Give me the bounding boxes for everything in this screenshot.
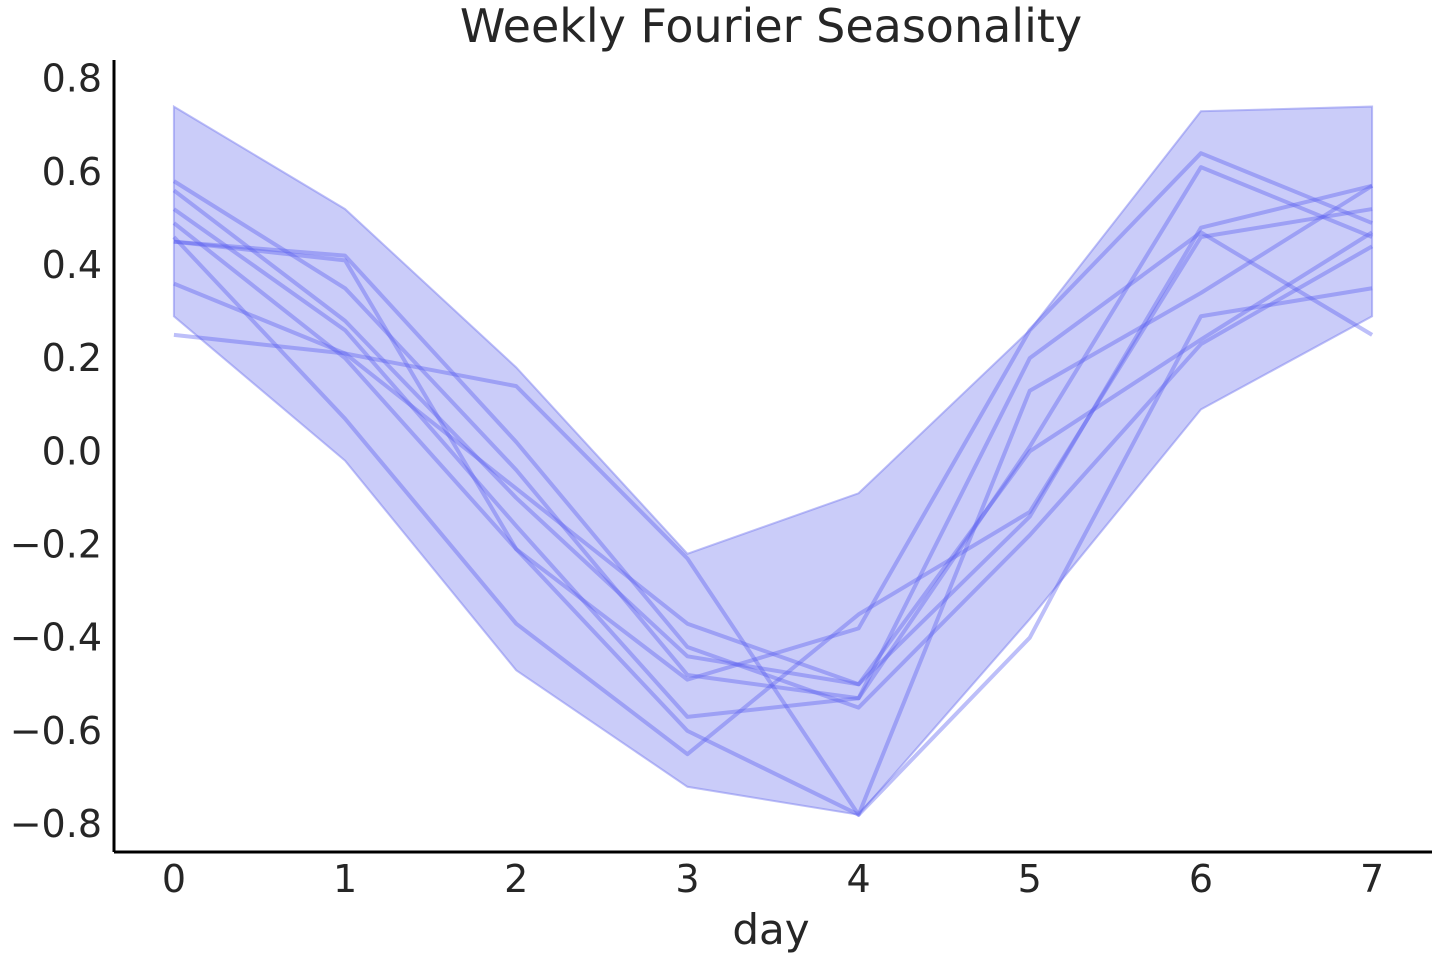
sample-line-7 <box>173 239 1374 710</box>
chart-title: Weekly Fourier Seasonality <box>460 0 1082 53</box>
x-tick-label: 1 <box>333 857 357 901</box>
y-tick-label: −0.8 <box>10 802 102 846</box>
x-tick-labels: 0 1 2 3 4 5 6 7 <box>162 857 1384 901</box>
sample-line-9 <box>173 183 1373 687</box>
sample-line-3 <box>172 188 1374 687</box>
x-axis-label: day <box>732 905 809 954</box>
sample-line-5 <box>172 184 1374 817</box>
uncertainty-band <box>172 104 1374 816</box>
y-tick-labels: −0.8 −0.6 −0.4 −0.2 0.0 0.2 0.4 0.6 0.8 <box>10 57 102 846</box>
y-tick-label: 0.8 <box>42 57 102 101</box>
sample-line-8 <box>173 151 1373 682</box>
x-tick-label: 3 <box>675 857 699 901</box>
y-tick-label: −0.2 <box>10 523 102 567</box>
series-layer <box>172 151 1374 817</box>
y-tick-label: −0.6 <box>10 709 102 753</box>
y-tick-label: −0.4 <box>10 616 102 660</box>
x-tick-label: 6 <box>1189 857 1213 901</box>
x-tick-label: 5 <box>1018 857 1042 901</box>
y-tick-label: 0.2 <box>42 336 102 380</box>
x-tick-label: 2 <box>504 857 528 901</box>
y-tick-label: 0.4 <box>42 243 102 287</box>
band-layer <box>172 104 1374 816</box>
sample-line-4 <box>172 165 1373 719</box>
sample-line-1 <box>173 286 1373 817</box>
y-tick-label: 0.0 <box>42 429 102 473</box>
y-tick-label: 0.6 <box>42 150 102 194</box>
x-tick-label: 7 <box>1360 857 1384 901</box>
sample-line-2 <box>172 179 1374 701</box>
sample-line-6 <box>172 207 1373 757</box>
x-tick-label: 0 <box>162 857 186 901</box>
x-tick-label: 4 <box>846 857 870 901</box>
